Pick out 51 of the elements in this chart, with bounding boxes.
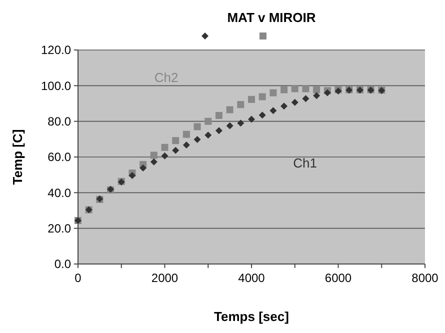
point [128, 172, 136, 180]
point [270, 107, 277, 114]
point [302, 85, 310, 92]
point [248, 96, 255, 103]
y-tick-label: 120.0 [40, 43, 72, 58]
y-tick-label: 0.0 [54, 257, 72, 272]
point [161, 144, 168, 151]
point [280, 102, 288, 110]
point [182, 142, 190, 149]
point [172, 137, 180, 144]
point [150, 158, 158, 166]
point [313, 86, 320, 94]
point [291, 85, 298, 92]
point [226, 106, 234, 114]
point [172, 146, 180, 154]
y-tick-label: 80.0 [48, 114, 72, 129]
point [248, 116, 255, 123]
point [237, 120, 244, 127]
y-axis-title: Temp [C] [10, 129, 25, 185]
point [226, 122, 234, 130]
x-tick-label: 4000 [238, 271, 266, 285]
x-tick-label: 8000 [412, 271, 439, 285]
point [258, 112, 266, 119]
point [204, 118, 212, 125]
text: Ch2 [154, 70, 178, 86]
x-tick-label: 6000 [324, 271, 352, 285]
x-tick-label: 0 [74, 271, 82, 285]
x-tick-label: 2000 [151, 271, 178, 285]
y-tick-label: 40.0 [48, 186, 72, 200]
point [291, 98, 298, 106]
point [280, 86, 288, 94]
point [302, 95, 310, 102]
point [140, 164, 147, 172]
point [150, 152, 158, 159]
point [215, 112, 222, 119]
chart-title: MAT v MIROIR [227, 10, 316, 25]
point [258, 93, 266, 100]
point [237, 101, 244, 108]
point [182, 130, 190, 138]
x-axis-title: Temps [sec] [214, 309, 289, 324]
point [215, 127, 222, 134]
y-tick-label: 100.0 [40, 78, 72, 93]
point [313, 92, 320, 100]
point [270, 89, 277, 96]
point [204, 132, 212, 139]
y-tick-label: 60.0 [48, 150, 72, 164]
point [194, 136, 201, 144]
y-tick-label: 20.0 [48, 222, 72, 236]
point [194, 123, 201, 130]
text: Ch1 [293, 156, 317, 171]
point [161, 152, 168, 160]
